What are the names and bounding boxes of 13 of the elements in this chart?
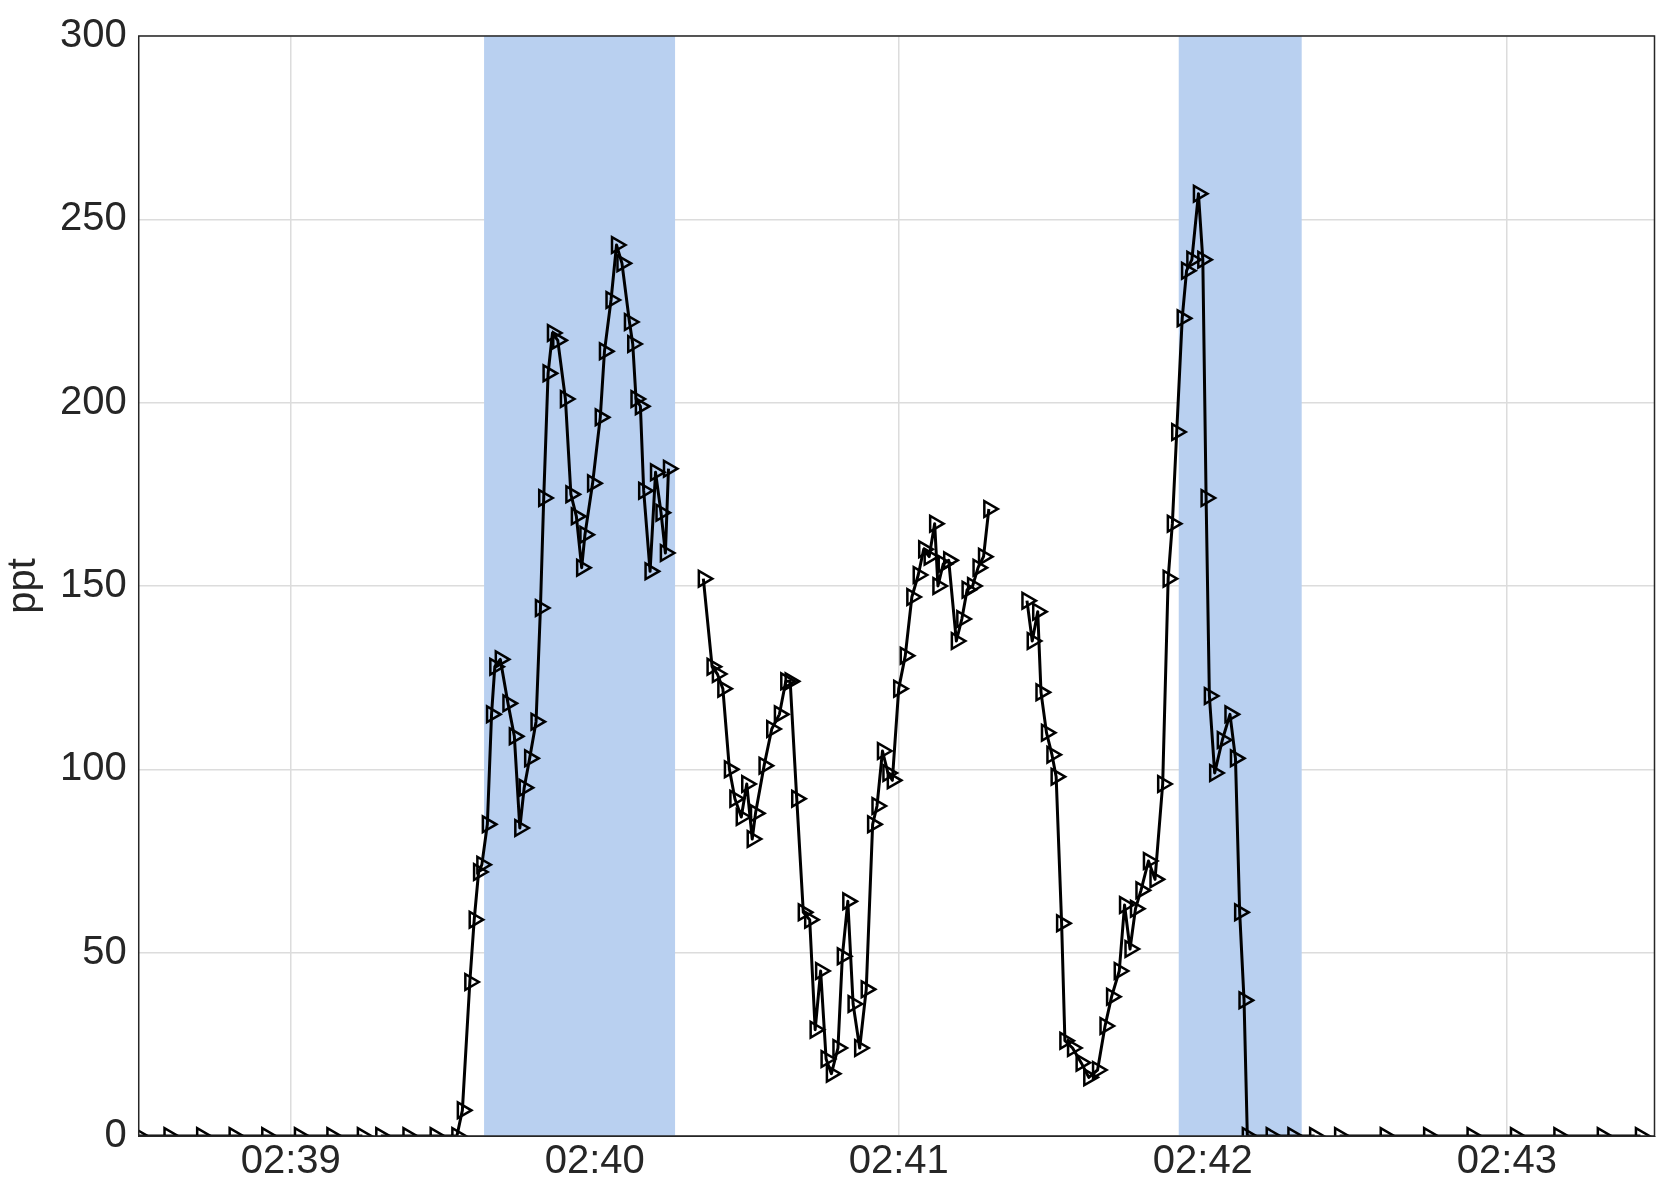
x-tick-label: 02:39 [240,1137,341,1182]
y-tick-label: 200 [59,377,127,422]
y-tick-label: 150 [59,561,127,606]
x-tick-label: 02:40 [544,1137,645,1182]
x-tick-label: 02:43 [1456,1137,1557,1182]
y-tick-label: 300 [59,11,127,56]
y-tick-label: 250 [59,194,127,239]
y-axis-title: ppt [0,558,44,614]
y-tick-label: 0 [104,1111,127,1156]
x-tick-label: 02:41 [848,1137,949,1182]
y-tick-label: 100 [59,744,127,789]
y-tick-label: 50 [82,927,127,972]
x-tick-label: 02:42 [1152,1137,1253,1182]
